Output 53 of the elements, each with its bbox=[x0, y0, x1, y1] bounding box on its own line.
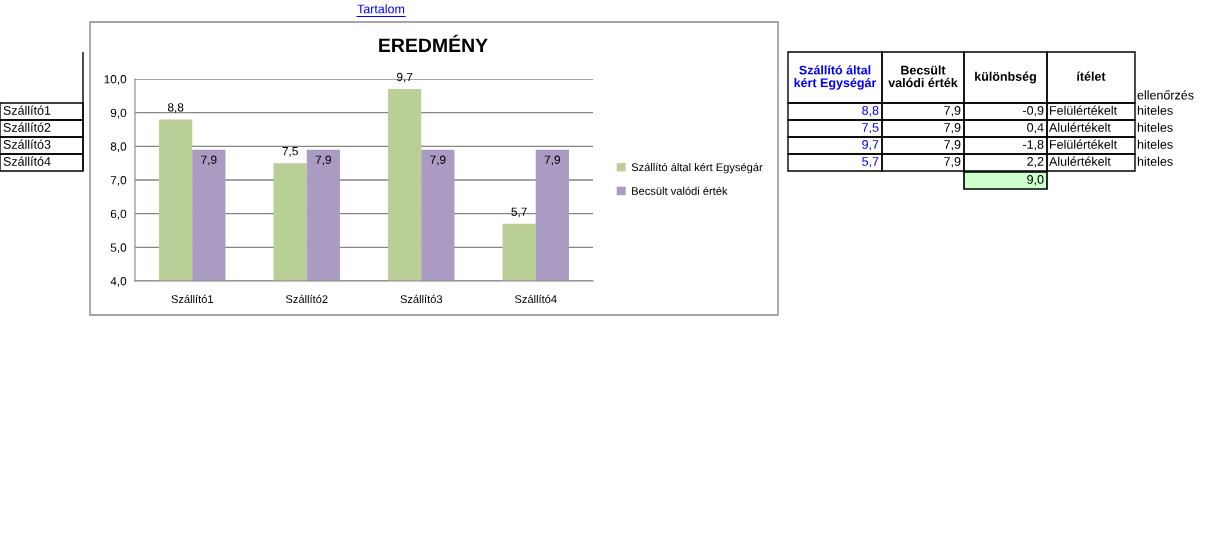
text: -1,8 bbox=[1023, 140, 1044, 151]
data-label: 7,9 bbox=[430, 155, 446, 166]
y-tick-label: 7,0 bbox=[110, 176, 127, 186]
data-label: 9,7 bbox=[397, 72, 413, 83]
data-label: 7,9 bbox=[544, 155, 560, 166]
x-tick-label: Szállító1 bbox=[171, 294, 214, 304]
y-tick-label: 4,0 bbox=[110, 277, 127, 287]
text: Felülértékelt bbox=[1050, 139, 1117, 149]
y-tick-label: 9,0 bbox=[110, 108, 127, 119]
text: 8,8 bbox=[862, 106, 879, 117]
text: Alulértékelt bbox=[1049, 122, 1111, 132]
text: 7,9 bbox=[944, 140, 961, 151]
text: hiteles bbox=[1137, 105, 1173, 115]
y-tick-label: 10,0 bbox=[104, 75, 127, 85]
text: 5,7 bbox=[862, 157, 879, 168]
y-tick-label: 6,0 bbox=[110, 209, 127, 220]
text: 9,7 bbox=[862, 140, 879, 151]
text: Tartalom bbox=[357, 4, 405, 14]
text: 2,2 bbox=[1027, 157, 1044, 168]
text: 7,9 bbox=[944, 123, 961, 134]
x-tick-label: Szállító4 bbox=[514, 294, 557, 304]
text: hiteles bbox=[1137, 122, 1173, 132]
data-label: 5,7 bbox=[511, 207, 527, 218]
legend-label: Becsült valódi érték bbox=[632, 186, 728, 195]
text: 7,9 bbox=[944, 106, 961, 117]
category-label: Szállító által kért Egységár bbox=[794, 65, 877, 90]
data-label: 7,5 bbox=[282, 147, 298, 157]
category-label: különbség bbox=[975, 71, 1036, 84]
text: Alulértékelt bbox=[1049, 156, 1111, 166]
data-label: 7,9 bbox=[201, 155, 217, 166]
category-label: Szállító3 bbox=[3, 139, 51, 149]
chart-title: EREDMÉNY bbox=[379, 34, 488, 53]
text: 0,4 bbox=[1027, 123, 1044, 134]
legend-label: Szállító által kért Egységár bbox=[631, 162, 763, 174]
text: Felülértékelt bbox=[1050, 105, 1117, 115]
data-label: 8,8 bbox=[167, 103, 184, 113]
text: 7,5 bbox=[862, 123, 879, 134]
category-label: ítélet bbox=[1077, 71, 1106, 81]
category-label: ellenőrzés bbox=[1137, 90, 1194, 100]
data-label: 7,9 bbox=[315, 155, 331, 166]
category-label: Becsült valódi érték bbox=[888, 65, 958, 88]
y-tick-label: 8,0 bbox=[110, 142, 127, 153]
category-label: Szállító1 bbox=[3, 105, 51, 115]
text: hiteles bbox=[1137, 139, 1173, 149]
text: 7,9 bbox=[944, 157, 961, 168]
y-tick-label: 5,0 bbox=[110, 243, 127, 254]
category-label: Szállító2 bbox=[3, 122, 51, 132]
x-tick-label: Szállító3 bbox=[400, 294, 443, 304]
x-tick-label: Szállító2 bbox=[285, 294, 328, 304]
text: -0,9 bbox=[1023, 106, 1044, 117]
category-label: Szállító4 bbox=[3, 156, 51, 166]
text: hiteles bbox=[1137, 156, 1173, 166]
text: 9,0 bbox=[1027, 175, 1044, 186]
